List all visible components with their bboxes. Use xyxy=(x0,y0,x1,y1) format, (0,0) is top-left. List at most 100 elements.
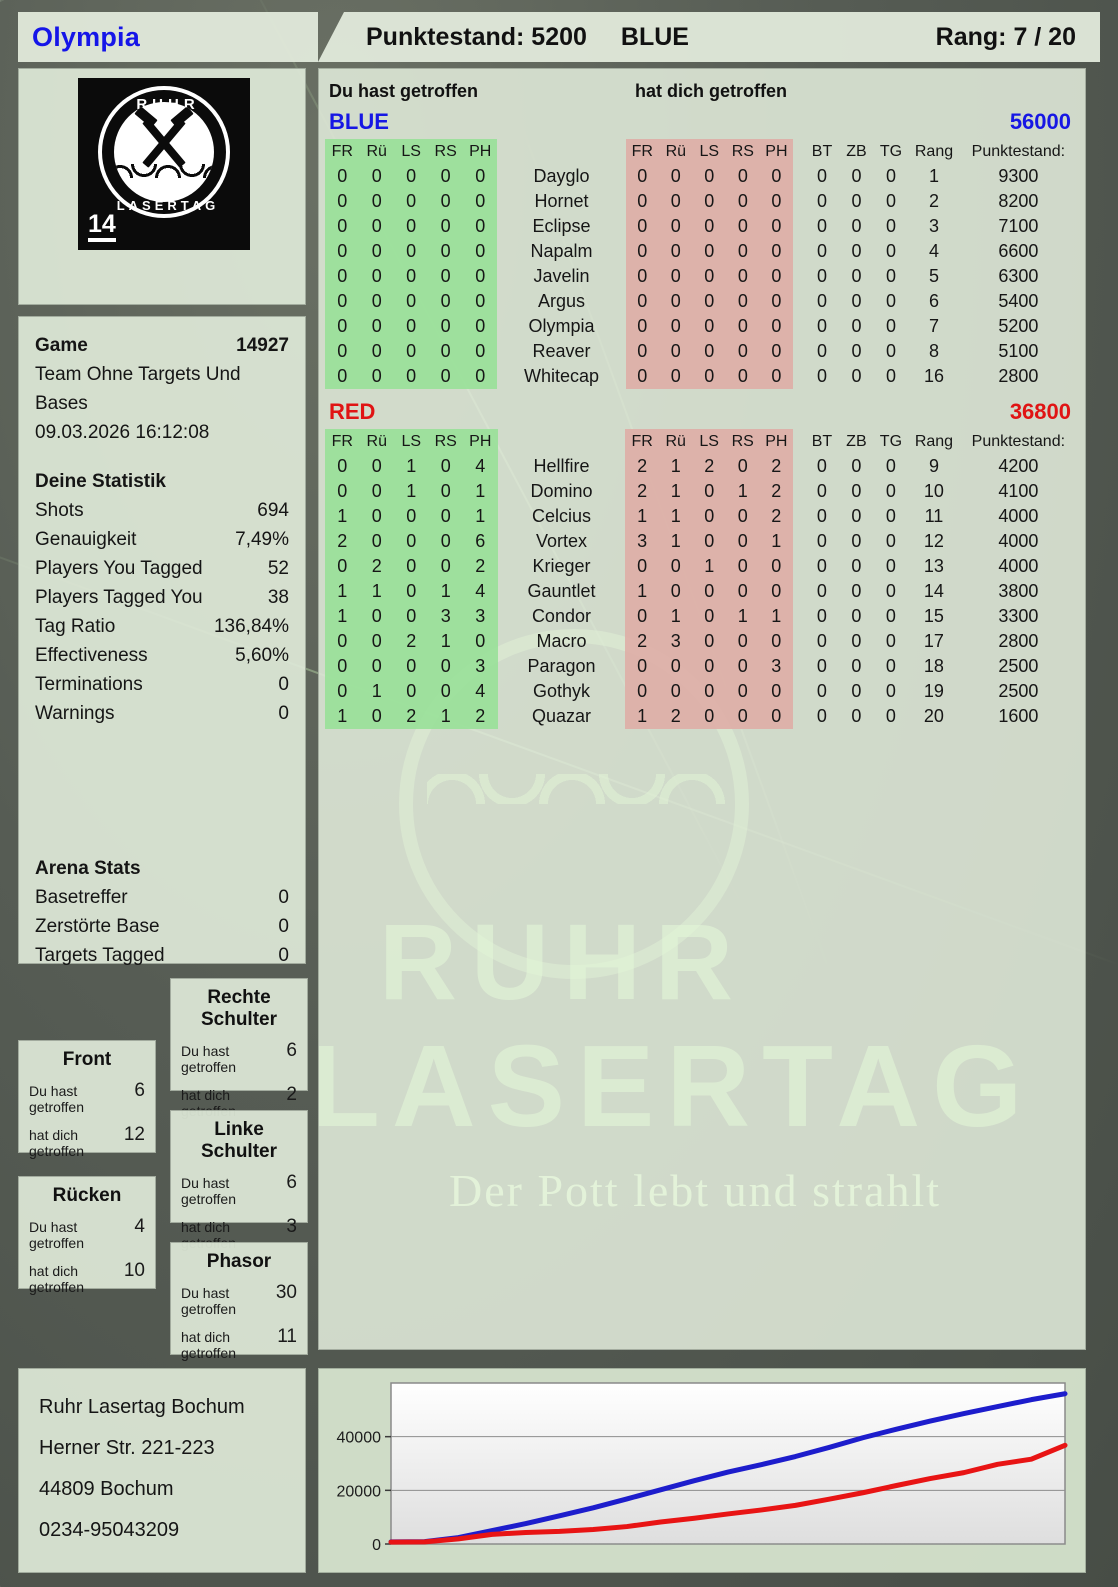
cell-BT: 0 xyxy=(816,681,827,701)
address-line: 44809 Bochum xyxy=(39,1478,174,1500)
table-row[interactable]: 0 0 0 0 0 Whitecap 0 0 0 0 0 0 0 0 16 2800 xyxy=(325,364,1077,389)
cell-score: 2800 xyxy=(998,631,1039,651)
cell-them-PH: 0 xyxy=(759,704,794,729)
cell-them-RS: 0 xyxy=(725,529,760,554)
table-row[interactable]: 0 1 0 0 4 Gothyk 0 0 0 0 0 0 0 0 19 2500 xyxy=(325,679,1077,704)
stat-label: Effectiveness xyxy=(35,645,148,666)
cell-you-RS: 0 xyxy=(428,679,463,704)
col-head-you-PH: PH xyxy=(463,429,498,454)
cell-you-LS: 0 xyxy=(394,504,429,529)
table-row[interactable]: 2 0 0 0 6 Vortex 3 1 0 0 1 0 0 0 12 4000 xyxy=(325,529,1077,554)
table-row[interactable]: 0 0 0 0 0 Napalm 0 0 0 0 0 0 0 0 4 6600 xyxy=(325,239,1077,264)
cell-TG: 0 xyxy=(885,241,896,261)
cell-rank: 12 xyxy=(923,531,944,551)
cell-rank: 17 xyxy=(923,631,944,651)
cell-them-Rü: 0 xyxy=(659,164,693,189)
cell-them-FR: 2 xyxy=(625,454,659,479)
cell-player-name: Hellfire xyxy=(533,456,590,476)
col-head-them-RS: RS xyxy=(725,429,760,454)
col-head-ZB: ZB xyxy=(846,433,867,450)
table-row[interactable]: 0 0 0 0 0 Argus 0 0 0 0 0 0 0 0 6 5400 xyxy=(325,289,1077,314)
table-row[interactable]: 0 0 0 0 0 Eclipse 0 0 0 0 0 0 0 0 3 7100 xyxy=(325,214,1077,239)
table-row[interactable]: 0 0 2 1 0 Macro 2 3 0 0 0 0 0 0 17 2800 xyxy=(325,629,1077,654)
hitzone-title: Rücken xyxy=(52,1185,122,1206)
cell-spacer xyxy=(793,164,805,189)
cell-ZB: 0 xyxy=(851,581,862,601)
header-summary-bar: Punktestand: 5200 BLUE Rang: 7 / 20 xyxy=(318,12,1100,62)
cell-rank: 6 xyxy=(928,291,939,311)
hitzone-tagged-you: hat dich getroffen 12 xyxy=(29,1124,145,1159)
table-row[interactable]: 0 0 0 0 3 Paragon 0 0 0 0 3 0 0 0 18 2500 xyxy=(325,654,1077,679)
stat-row: Effectiveness 5,60% xyxy=(35,641,289,670)
cell-score: 6300 xyxy=(998,266,1039,286)
cell-them-LS: 0 xyxy=(692,239,727,264)
stat-row: Shots 694 xyxy=(35,496,289,525)
table-row[interactable]: 1 0 0 0 1 Celcius 1 1 0 0 2 0 0 0 11 4000 xyxy=(325,504,1077,529)
cell-TG: 0 xyxy=(885,481,896,501)
cell-ZB: 0 xyxy=(851,266,862,286)
watermark-line2: LASERTAG xyxy=(318,1021,1035,1151)
col-head-you-Rü: Rü xyxy=(359,139,394,164)
cell-them-Rü: 0 xyxy=(658,579,693,604)
stat-row: Players Tagged You 38 xyxy=(35,583,289,612)
cell-player-name: Whitecap xyxy=(523,366,599,386)
cell-you-LS: 0 xyxy=(393,314,429,339)
table-row[interactable]: 0 0 1 0 1 Domino 2 1 0 1 2 0 0 0 10 4100 xyxy=(325,479,1077,504)
stat-label: Players Tagged You xyxy=(35,587,203,608)
hitzone-tagged-you: hat dich getroffen 10 xyxy=(29,1260,145,1295)
cell-TG: 0 xyxy=(885,606,896,626)
cell-ZB: 0 xyxy=(851,366,862,386)
header-score: Punktestand: 5200 xyxy=(366,22,587,51)
cell-them-PH: 3 xyxy=(759,654,794,679)
cell-you-RS: 0 xyxy=(428,239,463,264)
cell-them-FR: 0 xyxy=(625,339,660,364)
cell-you-RS: 0 xyxy=(428,264,463,289)
cell-score: 4000 xyxy=(998,531,1039,551)
cell-you-Rü: 0 xyxy=(359,239,394,264)
table-row[interactable]: 0 0 1 0 4 Hellfire 2 1 2 0 2 0 0 0 9 4200 xyxy=(325,454,1077,479)
cell-you-RS: 0 xyxy=(428,454,463,479)
cell-them-PH: 0 xyxy=(759,554,794,579)
table-row[interactable]: 0 0 0 0 0 Dayglo 0 0 0 0 0 0 0 0 1 9300 xyxy=(325,164,1077,189)
table-row[interactable]: 0 0 0 0 0 Reaver 0 0 0 0 0 0 0 0 8 5100 xyxy=(325,339,1077,364)
table-row[interactable]: 0 0 0 0 0 Olympia 0 0 0 0 0 0 0 0 7 5200 xyxy=(325,314,1077,339)
cell-them-PH: 1 xyxy=(759,529,794,554)
team-name: BLUE xyxy=(329,109,389,134)
table-row[interactable]: 1 0 0 3 3 Condor 0 1 0 1 1 0 0 0 15 3300 xyxy=(325,604,1077,629)
cell-you-LS: 2 xyxy=(394,629,429,654)
logo-circle: RUHR LASERTAG xyxy=(98,86,230,218)
chart-y-tick-label: 20000 xyxy=(337,1483,382,1500)
table-row[interactable]: 0 0 0 0 0 Javelin 0 0 0 0 0 0 0 0 5 6300 xyxy=(325,264,1077,289)
game-mode: Team Ohne Targets Und Bases xyxy=(35,364,241,414)
cell-ZB: 0 xyxy=(851,291,862,311)
cell-them-RS: 0 xyxy=(726,364,760,389)
watermark-line1: RUHR xyxy=(379,901,747,1022)
cell-you-Rü: 0 xyxy=(359,289,394,314)
cell-TG: 0 xyxy=(885,581,896,601)
cell-TG: 0 xyxy=(885,216,896,236)
table-row[interactable]: 1 1 0 1 4 Gauntlet 1 0 0 0 0 0 0 0 14 3800 xyxy=(325,579,1077,604)
teams-container: BLUE 56000 FR Rü LS RS PH FR Rü LS RS PH BT ZB TG Rang P… xyxy=(325,109,1077,739)
cell-them-Rü: 1 xyxy=(658,504,693,529)
col-head-BT: BT xyxy=(811,433,833,450)
cell-you-Rü: 0 xyxy=(359,629,394,654)
table-row[interactable]: 0 2 0 0 2 Krieger 0 0 1 0 0 0 0 0 13 4000 xyxy=(325,554,1077,579)
cell-you-LS: 0 xyxy=(394,554,429,579)
table-row[interactable]: 1 0 2 1 2 Quazar 1 2 0 0 0 0 0 0 20 1600 xyxy=(325,704,1077,729)
cell-rank: 11 xyxy=(924,506,944,526)
table-row[interactable]: 0 0 0 0 0 Hornet 0 0 0 0 0 0 0 0 2 8200 xyxy=(325,189,1077,214)
cell-you-RS: 1 xyxy=(428,704,463,729)
stat-value: 694 xyxy=(257,500,289,521)
cell-score: 2500 xyxy=(998,656,1039,676)
chart-series-red xyxy=(388,1442,1068,1545)
cell-them-RS: 0 xyxy=(726,189,760,214)
stat-row: Warnings 0 xyxy=(35,699,289,728)
cell-rank: 18 xyxy=(923,656,944,676)
cell-you-LS: 0 xyxy=(393,264,429,289)
cell-BT: 0 xyxy=(816,581,827,601)
stat-row: Players You Tagged 52 xyxy=(35,554,289,583)
cell-you-LS: 0 xyxy=(393,289,429,314)
cell-ZB: 0 xyxy=(851,191,862,211)
cell-score: 1600 xyxy=(998,706,1039,726)
col-head-them-Rü: Rü xyxy=(658,429,693,454)
